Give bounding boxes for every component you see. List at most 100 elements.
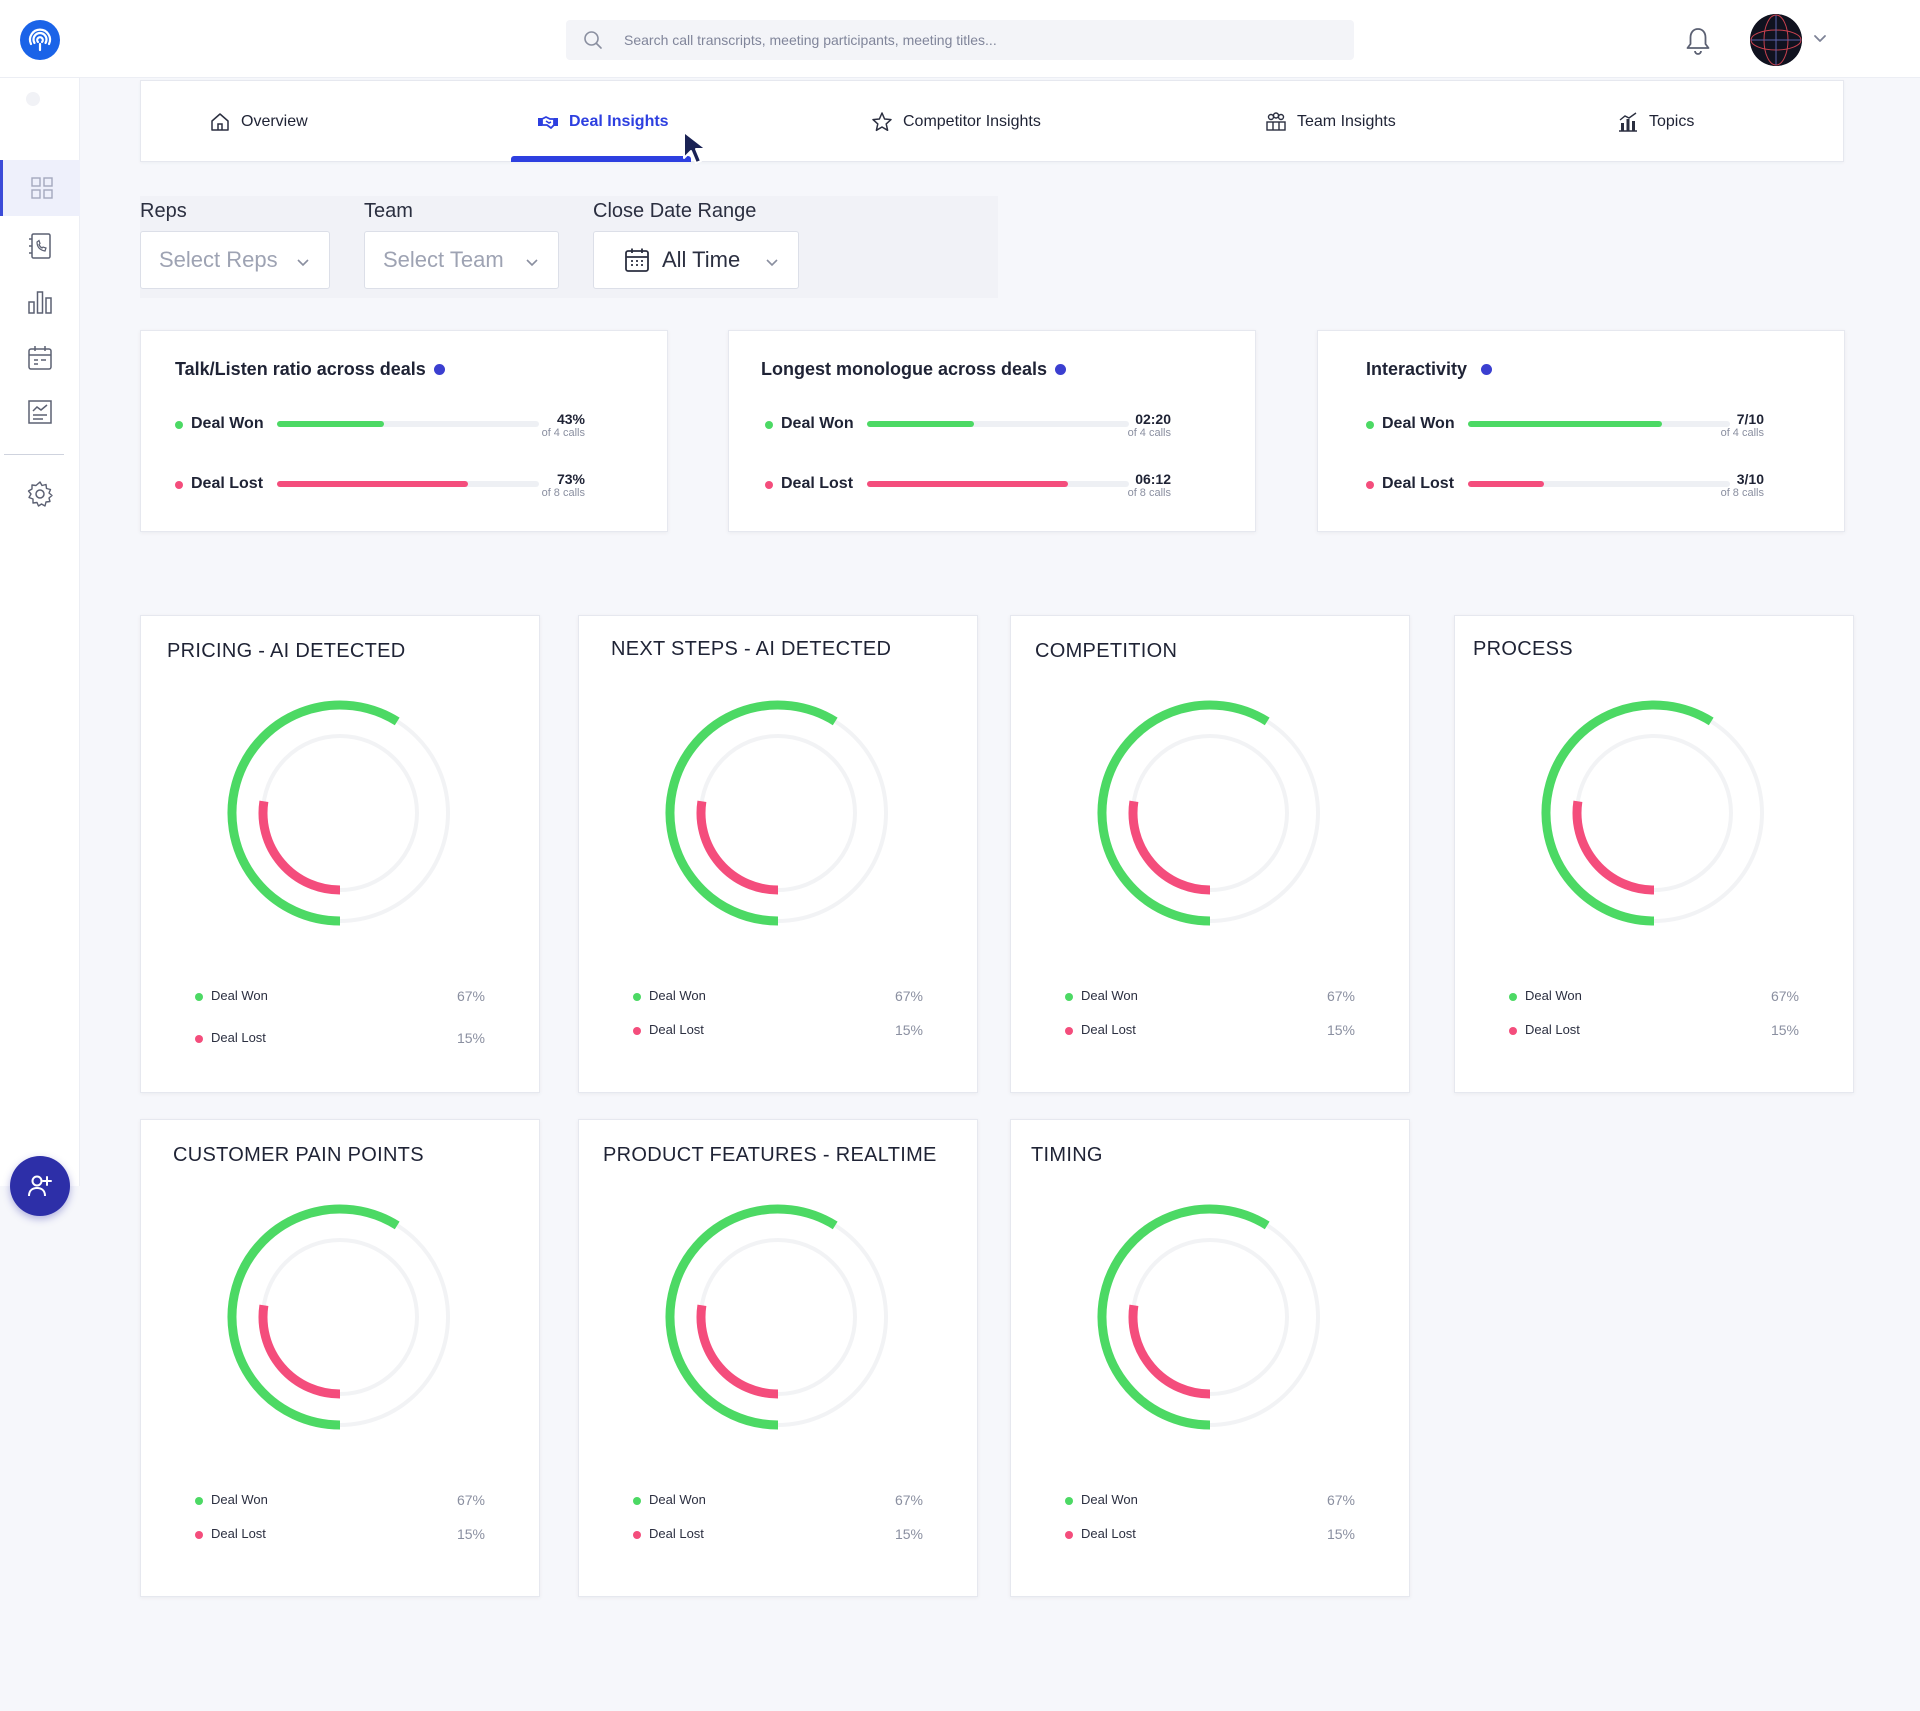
metric-row-lost: Deal Lost 73% of 8 calls [175, 471, 615, 501]
legend-value: 15% [894, 1022, 923, 1038]
legend-lost: Deal Lost 15% [633, 1022, 923, 1042]
legend-value: 67% [894, 1492, 923, 1508]
progress-track [867, 421, 1129, 427]
metric-row-won: Deal Won 7/10 of 4 calls [1366, 411, 1806, 441]
topic-card-product-features[interactable]: PRODUCT FEATURES - REALTIME Deal Won 67%… [578, 1119, 978, 1597]
reps-label: Reps [140, 200, 187, 222]
close-date-label: Close Date Range [593, 200, 757, 222]
tab-topics[interactable]: Topics [1617, 81, 1694, 163]
topic-card-timing[interactable]: TIMING Deal Won 67% Deal Lost 15% [1010, 1119, 1410, 1597]
bell-icon[interactable] [1684, 26, 1712, 56]
legend-value: 67% [456, 1492, 485, 1508]
dashboard-icon [30, 177, 53, 199]
metric-title: Interactivity [1366, 359, 1493, 380]
app-logo-icon[interactable] [20, 20, 60, 60]
legend-value: 67% [1326, 988, 1355, 1004]
metric-row-label: Deal Won [781, 415, 854, 432]
legend-won: Deal Won 67% [1065, 1492, 1355, 1512]
donut-chart [1097, 1204, 1320, 1430]
topic-card-next-steps[interactable]: NEXT STEPS - AI DETECTED Deal Won 67% De… [578, 615, 978, 1093]
topic-card-competition[interactable]: COMPETITION Deal Won 67% Deal Lost 15% [1010, 615, 1410, 1093]
metric-value: 73% [556, 471, 585, 487]
metric-card-interactivity: Interactivity Deal Won 7/10 of 4 calls D… [1317, 330, 1845, 532]
legend-label: Deal Won [211, 988, 268, 1003]
chevron-down-icon[interactable] [1810, 28, 1830, 48]
metric-sub: of 4 calls [541, 427, 585, 439]
tab-team-insights[interactable]: Team Insights [1265, 81, 1396, 163]
lost-dot [1065, 1027, 1073, 1035]
legend-lost: Deal Lost 15% [1509, 1022, 1799, 1042]
legend-value: 15% [456, 1526, 485, 1542]
metric-title-text: Interactivity [1366, 359, 1468, 379]
top-bar [0, 0, 1920, 78]
donut-chart [665, 1204, 888, 1430]
legend-value: 15% [1326, 1022, 1355, 1038]
progress-fill [277, 421, 384, 427]
metric-row-label: Deal Lost [1382, 475, 1455, 492]
legend-value: 15% [1770, 1022, 1799, 1038]
legend-won: Deal Won 67% [195, 988, 485, 1008]
avatar[interactable] [1750, 14, 1802, 66]
sidebar-item-calendar[interactable] [0, 330, 80, 386]
legend-label: Deal Lost [1525, 1022, 1580, 1037]
tab-competitor-insights[interactable]: Competitor Insights [871, 81, 1041, 163]
sidebar-item-dashboard[interactable] [0, 160, 80, 216]
legend-label: Deal Won [1525, 988, 1582, 1003]
metric-card-longest-monologue: Longest monologue across deals Deal Won … [728, 330, 1256, 532]
bar-chart-icon [1619, 112, 1637, 132]
legend-label: Deal Lost [1081, 1022, 1136, 1037]
search-input[interactable] [624, 20, 1324, 60]
reps-placeholder: Select Reps [159, 247, 278, 272]
topic-title: CUSTOMER PAIN POINTS [173, 1144, 424, 1166]
progress-fill [1468, 421, 1662, 427]
sidebar-item-contacts[interactable] [0, 218, 80, 274]
info-icon[interactable] [1055, 364, 1067, 375]
tab-bar: Overview Deal Insights Competitor Insigh… [140, 80, 1844, 162]
info-icon[interactable] [433, 364, 445, 375]
metric-sub: of 8 calls [1720, 487, 1764, 499]
metric-value: 02:20 [1135, 411, 1171, 427]
legend-label: Deal Lost [1081, 1526, 1136, 1541]
topic-card-pricing[interactable]: PRICING - AI DETECTED Deal Won 67% Deal … [140, 615, 540, 1093]
reps-select[interactable]: Select Reps [140, 231, 330, 289]
close-date-select[interactable]: All Time [593, 231, 799, 289]
legend-won: Deal Won 67% [633, 1492, 923, 1512]
metric-row-label: Deal Won [191, 415, 264, 432]
tab-deal-insights[interactable]: Deal Insights [537, 81, 669, 163]
legend-value: 15% [1326, 1526, 1355, 1542]
metric-title-text: Longest monologue across deals [761, 359, 1048, 379]
metric-sub: of 4 calls [1720, 427, 1764, 439]
topic-title: PRODUCT FEATURES - REALTIME [603, 1144, 937, 1166]
progress-fill [277, 481, 468, 487]
topic-title: NEXT STEPS - AI DETECTED [611, 638, 892, 660]
team-select[interactable]: Select Team [364, 231, 559, 289]
topic-card-customer-pain-points[interactable]: CUSTOMER PAIN POINTS Deal Won 67% Deal L… [140, 1119, 540, 1597]
legend-value: 67% [1770, 988, 1799, 1004]
topic-card-process[interactable]: PROCESS Deal Won 67% Deal Lost 15% [1454, 615, 1854, 1093]
topic-title: PROCESS [1473, 638, 1573, 660]
metric-title-text: Talk/Listen ratio across deals [175, 359, 426, 379]
add-user-button[interactable] [10, 1156, 70, 1216]
chevron-down-icon [766, 259, 778, 267]
home-icon [211, 113, 229, 131]
metric-sub: of 4 calls [1127, 427, 1171, 439]
metric-value: 7/10 [1736, 411, 1764, 427]
team-label: Team [364, 200, 413, 222]
progress-track [277, 481, 539, 487]
legend-label: Deal Lost [211, 1526, 266, 1541]
topic-title: PRICING - AI DETECTED [167, 640, 406, 662]
sidebar-item-settings[interactable] [0, 466, 80, 522]
tab-overview[interactable]: Overview [209, 81, 308, 163]
progress-track [1468, 421, 1730, 427]
won-dot [1366, 421, 1374, 429]
legend-lost: Deal Lost 15% [195, 1526, 485, 1546]
sidebar-item-analytics[interactable] [0, 274, 80, 330]
sidebar-item-reports[interactable] [0, 384, 80, 440]
info-icon[interactable] [1481, 364, 1493, 375]
legend-label: Deal Lost [211, 1030, 266, 1045]
won-dot [633, 993, 641, 1001]
lost-dot [1509, 1027, 1517, 1035]
legend-value: 67% [456, 988, 485, 1004]
metric-row-label: Deal Won [1382, 415, 1455, 432]
metric-row-label: Deal Lost [191, 475, 264, 492]
